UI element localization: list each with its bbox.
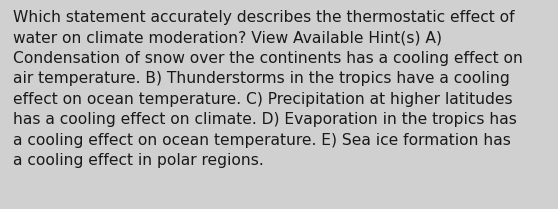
- Text: Which statement accurately describes the thermostatic effect of
water on climate: Which statement accurately describes the…: [13, 10, 523, 168]
